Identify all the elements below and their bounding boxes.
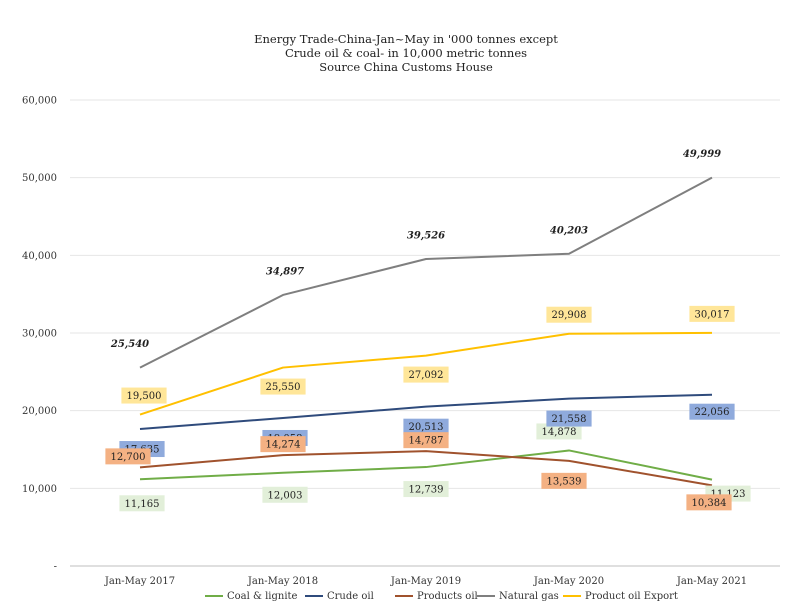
legend-entry: Crude oil <box>327 591 374 602</box>
y-tick-label: 40,000 <box>22 251 57 262</box>
data-label: 10,384 <box>692 498 727 509</box>
data-label-box <box>403 418 449 435</box>
data-label: 34,897 <box>266 266 304 277</box>
legend-entry: Coal & lignite <box>227 591 298 602</box>
data-label-box <box>403 366 449 383</box>
data-label: 25,550 <box>266 382 301 393</box>
data-label-box <box>546 410 592 427</box>
legend: Coal & lignite Crude oil Products oil Natur… <box>205 591 678 602</box>
data-label: 14,787 <box>409 436 444 447</box>
data-label: 30,017 <box>695 309 730 320</box>
legend-entry: Product oil Export <box>585 591 678 602</box>
data-label-box <box>689 305 735 322</box>
data-label: 12,003 <box>268 490 303 501</box>
data-label: 49,999 <box>683 149 721 160</box>
x-axis-tick-labels: Jan-May 2017 Jan-May 2018 Jan-May 2019 Jan-… <box>104 576 747 587</box>
x-tick-label: Jan-May 2017 <box>104 576 175 587</box>
data-label-box <box>536 423 582 440</box>
chart-title: Energy Trade-China-Jan~May in '000 tonne… <box>254 32 558 74</box>
data-label: 29,908 <box>552 310 587 321</box>
data-label: 40,203 <box>550 225 588 236</box>
data-label: 13,539 <box>547 476 582 487</box>
data-label: 19,500 <box>127 391 162 402</box>
data-label: 12,739 <box>409 485 444 496</box>
data-label: 39,526 <box>407 231 445 242</box>
data-label-box <box>105 448 151 465</box>
data-label-box <box>686 494 732 511</box>
data-label: 14,878 <box>542 427 577 438</box>
x-tick-label: Jan-May 2021 <box>676 576 747 587</box>
data-label: 11,165 <box>125 499 160 510</box>
legend-entry: Natural gas <box>499 591 559 602</box>
data-label-box <box>403 432 449 449</box>
data-label-box <box>260 436 306 453</box>
data-label: 12,700 <box>111 452 146 463</box>
data-label: 14,274 <box>266 440 301 451</box>
y-tick-label: 10,000 <box>22 484 57 495</box>
y-tick-label: 50,000 <box>22 173 57 184</box>
data-label-box <box>546 306 592 323</box>
data-labels: 11,16512,00312,73914,87811,12317,63519,0… <box>105 149 751 512</box>
y-tick-label: 60,000 <box>22 96 57 107</box>
y-tick-label: - <box>54 562 57 573</box>
data-label-box <box>260 378 306 395</box>
data-label-box <box>121 387 167 404</box>
x-tick-label: Jan-May 2018 <box>247 576 318 587</box>
chart-title-line-2: Crude oil & coal- in 10,000 metric tonne… <box>285 46 527 60</box>
data-label-box <box>541 472 587 489</box>
chart-title-line-3: Source China Customs House <box>319 60 493 74</box>
gridlines <box>70 99 780 567</box>
data-label: 20,513 <box>409 422 444 433</box>
series-line <box>139 449 713 481</box>
data-label: 22,056 <box>695 407 730 418</box>
data-label: 25,540 <box>110 339 149 350</box>
y-axis-tick-labels: - 10,000 20,000 30,000 40,000 50,000 60,000 <box>22 96 57 573</box>
data-label: 27,092 <box>409 370 444 381</box>
x-tick-label: Jan-May 2020 <box>533 576 604 587</box>
y-tick-label: 20,000 <box>22 406 57 417</box>
data-label-box <box>689 403 735 420</box>
series-line <box>139 176 713 369</box>
series-line <box>139 450 713 487</box>
x-tick-label: Jan-May 2019 <box>390 576 461 587</box>
data-label: 21,558 <box>552 414 587 425</box>
data-label-box <box>262 486 308 503</box>
y-tick-label: 30,000 <box>22 329 57 340</box>
data-label-box <box>403 481 449 498</box>
chart-title-line-1: Energy Trade-China-Jan~May in '000 tonne… <box>254 32 558 46</box>
series-lines <box>139 176 713 487</box>
series-line <box>139 331 713 416</box>
data-label-box <box>119 495 165 512</box>
legend-entry: Products oil <box>417 591 478 602</box>
series-line <box>139 393 713 431</box>
